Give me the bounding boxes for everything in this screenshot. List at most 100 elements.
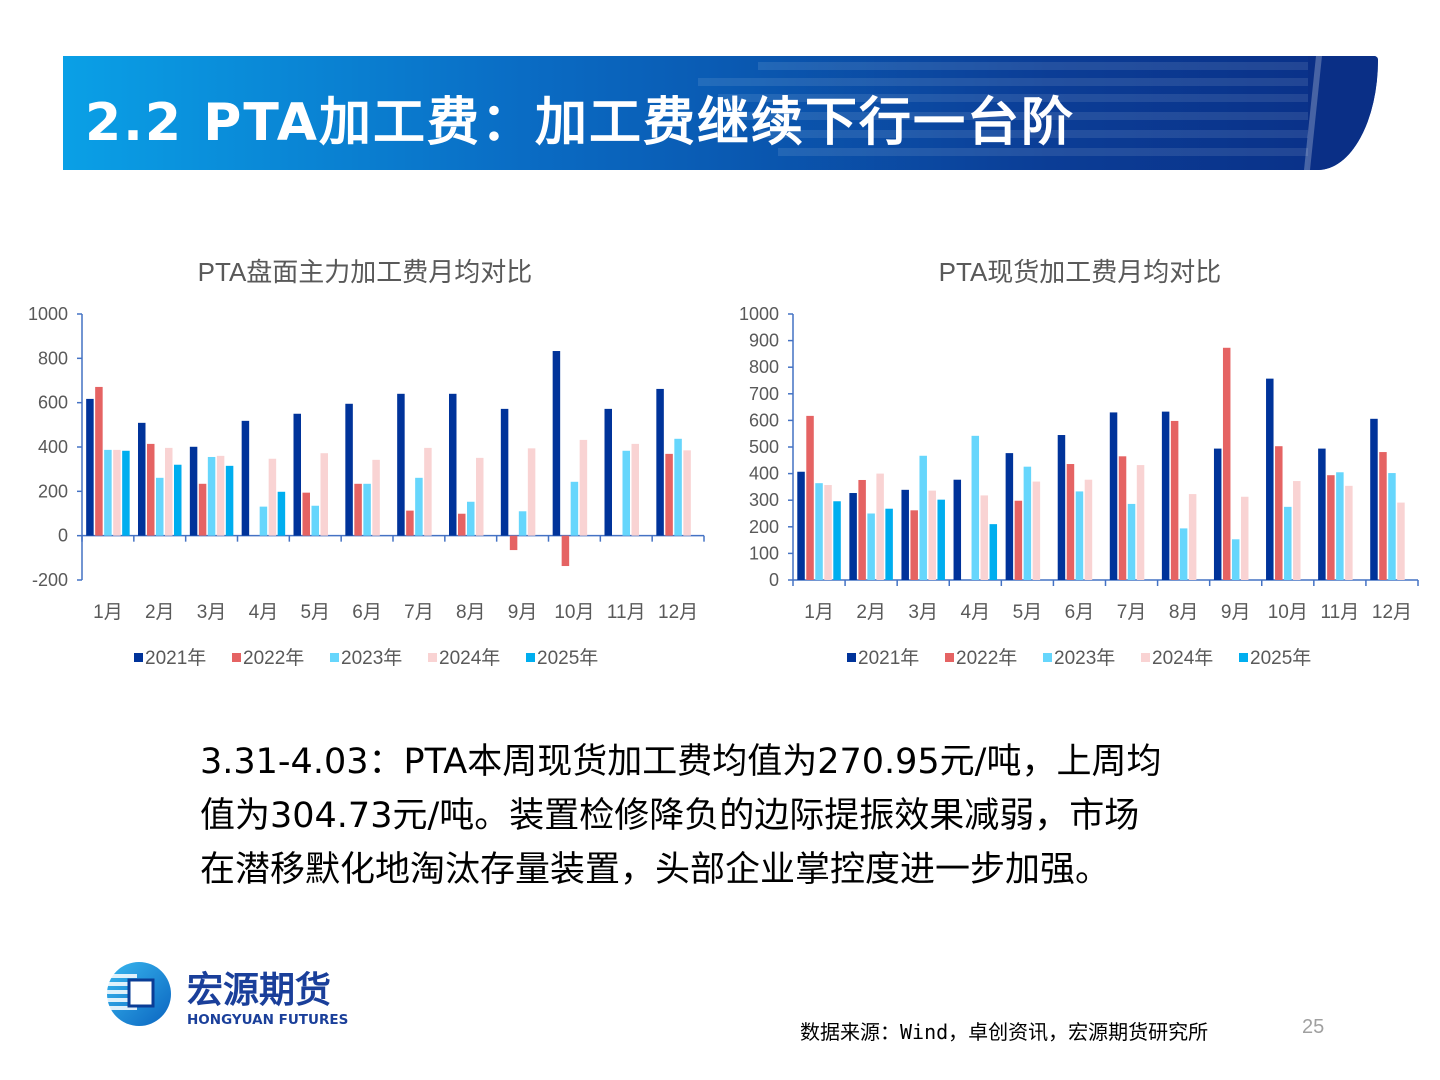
- y-tick-label: -200: [32, 570, 68, 590]
- chart-title: PTA现货加工费月均对比: [938, 257, 1222, 287]
- legend-swatch: [134, 653, 143, 662]
- y-tick-label: 0: [58, 526, 68, 546]
- bar: [1370, 418, 1378, 580]
- legend-label: 2025年: [537, 647, 598, 669]
- bar: [806, 415, 814, 580]
- bar: [467, 501, 475, 536]
- bar: [1336, 472, 1344, 580]
- bar: [815, 483, 823, 580]
- bar: [604, 408, 612, 536]
- bar: [552, 351, 561, 536]
- bar: [1057, 435, 1066, 580]
- bar: [476, 457, 484, 536]
- banner-stripe: [738, 112, 1318, 120]
- bar: [363, 483, 371, 536]
- bar: [656, 388, 664, 536]
- bar: [561, 535, 570, 567]
- bar: [147, 443, 155, 536]
- legend-label: 2022年: [243, 647, 304, 669]
- y-tick-label: 400: [749, 464, 779, 484]
- x-category-label: 6月: [1065, 602, 1095, 623]
- bar: [518, 511, 527, 536]
- bar: [500, 408, 509, 536]
- bar: [1222, 347, 1231, 580]
- bar: [198, 483, 207, 536]
- y-tick-label: 500: [749, 437, 779, 457]
- bar: [449, 393, 457, 536]
- bar: [424, 447, 432, 536]
- svg-text:HONGYUAN FUTURES: HONGYUAN FUTURES: [187, 1012, 348, 1028]
- bar: [406, 510, 414, 536]
- legend-swatch: [428, 653, 437, 662]
- x-category-label: 3月: [908, 602, 938, 623]
- bar: [397, 393, 405, 536]
- bar: [225, 465, 234, 536]
- bar: [579, 439, 588, 536]
- x-category-label: 9月: [1221, 602, 1251, 623]
- legend-swatch: [1141, 653, 1150, 662]
- x-category-label: 2月: [145, 602, 175, 623]
- x-category-label: 8月: [1169, 602, 1199, 623]
- bar: [797, 471, 805, 580]
- bar: [113, 449, 121, 536]
- bar: [1266, 378, 1274, 580]
- bar: [1136, 465, 1145, 580]
- legend-label: 2022年: [956, 647, 1017, 669]
- bar: [302, 492, 310, 536]
- bar: [138, 422, 146, 536]
- bar: [910, 510, 918, 580]
- bar-chart-plot: -200 0 200 400 600 800 1000 1月 2月 3月 4月 5月 6月 7月 8月 9月 1…: [28, 304, 705, 669]
- bar: [1240, 496, 1249, 580]
- y-tick-label: 600: [749, 410, 779, 430]
- x-category-label: 12月: [1372, 602, 1412, 623]
- x-category-label: 11月: [1321, 602, 1360, 623]
- bar: [277, 491, 286, 536]
- x-category-label: 12月: [658, 602, 698, 623]
- legend-swatch: [232, 653, 241, 662]
- commentary-text: 3.31-4.03：PTA本周现货加工费均值为270.95元/吨，上周均 值为3…: [200, 735, 1270, 897]
- y-tick-label: 800: [38, 348, 68, 368]
- x-category-label: 6月: [352, 602, 382, 623]
- bar: [415, 477, 423, 536]
- bar: [1066, 464, 1075, 580]
- banner-stripe: [758, 130, 1318, 138]
- bar: [1005, 453, 1014, 580]
- legend-swatch: [945, 653, 954, 662]
- commentary-line: 值为304.73元/吨。装置检修降负的边际提振效果减弱，市场: [200, 796, 1140, 836]
- bar: [858, 479, 866, 580]
- bar: [1127, 503, 1136, 580]
- bar: [674, 438, 682, 536]
- legend-swatch: [330, 653, 339, 662]
- bar: [207, 456, 216, 536]
- y-tick-label: 400: [38, 437, 68, 457]
- bar: [1213, 448, 1222, 580]
- bar: [1379, 452, 1387, 580]
- x-category-label: 11月: [607, 602, 646, 623]
- page-number: 25: [1302, 1016, 1325, 1038]
- bar: [631, 443, 639, 536]
- logo-icon: 宏源期货 HONGYUAN FUTURES: [107, 962, 348, 1028]
- bar: [1327, 475, 1335, 580]
- banner-stripe: [778, 148, 1318, 156]
- chart-spot-processing-fee: PTA现货加工费月均对比 0 100 200 300 400 500 600 700 800 90…: [725, 240, 1435, 680]
- bar: [885, 508, 893, 580]
- legend-label: 2021年: [145, 647, 206, 669]
- bar: [1179, 528, 1188, 580]
- x-category-label: 10月: [554, 602, 594, 623]
- legend-label: 2023年: [1054, 647, 1115, 669]
- bar: [156, 477, 164, 536]
- bar: [928, 490, 936, 580]
- bar: [824, 485, 832, 580]
- bar: [1231, 539, 1240, 580]
- legend-label: 2021年: [858, 647, 919, 669]
- bar: [953, 479, 962, 580]
- x-category-label: 10月: [1268, 602, 1308, 623]
- y-tick-label: 200: [38, 481, 68, 501]
- y-tick-label: 0: [769, 570, 779, 590]
- bar: [1170, 420, 1179, 580]
- bar: [1275, 446, 1283, 580]
- x-category-label: 1月: [804, 602, 834, 623]
- bar: [1188, 494, 1197, 580]
- title-banner: 2.2 PTA加工费：加工费继续下行一台阶: [63, 56, 1378, 170]
- bar: [268, 458, 277, 536]
